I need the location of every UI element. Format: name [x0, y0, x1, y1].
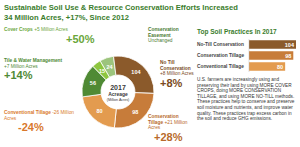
annotation-percent: +14%: [4, 69, 66, 81]
annotation-percent: +50%: [4, 33, 134, 45]
annotation-category: No Till Conservation: [160, 60, 191, 71]
annotation-text: Conservation Easement Unchanged: [148, 27, 194, 44]
bar-category: Conservation Tillage: [197, 53, 244, 58]
annotation-percent: +8%: [160, 77, 196, 89]
slice-label: 98: [132, 109, 138, 115]
subtitle: 34 Million Acres, +17%, Since 2012: [4, 13, 298, 22]
annotation-category: Conventional Tillage: [4, 110, 51, 115]
bar-category: Conventional Tillage: [197, 64, 244, 69]
annotation-category: Tile & Water Management: [4, 58, 62, 63]
bar: [249, 62, 285, 71]
bars: [249, 40, 296, 71]
center-title: 2017: [110, 84, 126, 91]
donut-slice: [82, 66, 106, 97]
annotation: Conventional Tillage -26 Million Acres-2…: [4, 110, 80, 133]
annotation-category: Cover Crops: [4, 27, 33, 32]
annotation-change: +8 Million Acres: [160, 71, 194, 76]
annotation-text: Conservation Tillage +21 Million Acres: [148, 114, 194, 131]
slice-label: 104: [131, 69, 141, 75]
bar-axis: [249, 39, 250, 72]
bar-value: 98: [285, 53, 291, 59]
page: 24104988056152017Acreage(Million Acres)N…: [0, 0, 300, 147]
annotation-change: +5 Million Acres: [34, 27, 68, 32]
annotation: Conservation Tillage +21 Million Acres+2…: [148, 114, 194, 143]
slice-label: 56: [90, 80, 96, 86]
annotation-text: Conventional Tillage -26 Million Acres: [4, 110, 80, 121]
annotation-percent: -24%: [4, 121, 80, 133]
bar-category: No-Till Conservation: [197, 42, 244, 47]
slice-label: 80: [97, 108, 103, 114]
annotation-category: Conservation Easement: [148, 27, 179, 38]
annotation: Conservation Easement Unchanged: [148, 27, 194, 44]
bar: [249, 40, 296, 49]
donut: [82, 56, 154, 128]
bar: [249, 51, 293, 60]
annotation: Tile & Water Management +7 Million Acres…: [4, 58, 66, 81]
center-unit: (Million Acres): [107, 98, 130, 102]
center-subtitle: Acreage: [108, 91, 128, 97]
annotation-text: No Till Conservation +8 Million Acres: [160, 60, 196, 77]
bar-title: Top Soil Practices In 2017: [197, 28, 299, 36]
chart-canvas: 24104988056152017Acreage(Million Acres)N…: [0, 0, 300, 147]
body-text: U.S. farmers are increasingly using and …: [197, 77, 298, 122]
annotation: Cover Crops +5 Million Acres+50%: [4, 27, 134, 45]
annotation-change: Unchanged: [148, 38, 173, 43]
slice-label: 15: [99, 68, 105, 74]
bar-value: 104: [285, 42, 295, 48]
annotation-percent: +28%: [148, 131, 194, 143]
title: Sustainable Soil Use & Resource Conserva…: [4, 3, 298, 12]
slice-label: 24: [107, 64, 114, 70]
annotation-change: +7 Million Acres: [4, 64, 38, 69]
annotation-text: Cover Crops +5 Million Acres: [4, 27, 134, 33]
annotation: No Till Conservation +8 Million Acres+8%: [160, 60, 196, 89]
annotation-text: Tile & Water Management +7 Million Acres: [4, 58, 66, 69]
bar-value: 80: [277, 64, 283, 70]
